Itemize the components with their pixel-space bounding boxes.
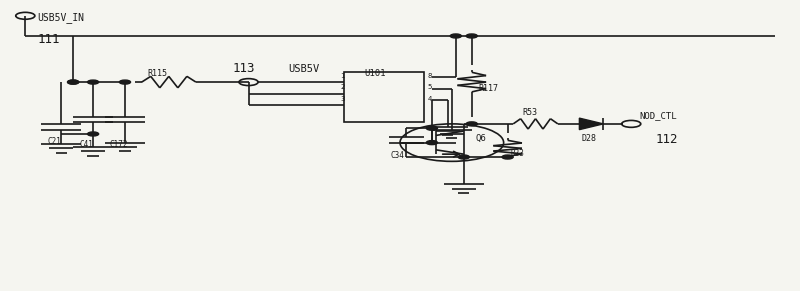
Circle shape	[466, 34, 478, 38]
Text: R115: R115	[147, 69, 167, 78]
Circle shape	[466, 122, 478, 126]
Text: NOD_CTL: NOD_CTL	[639, 111, 677, 120]
Text: 8: 8	[428, 73, 433, 79]
Text: C21: C21	[48, 137, 62, 146]
Text: U101: U101	[364, 69, 386, 78]
Text: C172: C172	[109, 140, 127, 149]
Circle shape	[87, 80, 98, 84]
Text: 112: 112	[655, 133, 678, 146]
Text: 2: 2	[340, 84, 345, 90]
Text: USB5V_IN: USB5V_IN	[38, 12, 84, 23]
Text: R117: R117	[478, 84, 498, 93]
Circle shape	[87, 132, 98, 136]
Circle shape	[67, 80, 78, 84]
Text: 3: 3	[340, 96, 345, 102]
Text: 111: 111	[38, 33, 60, 46]
Text: 4: 4	[428, 96, 432, 102]
Circle shape	[426, 141, 438, 145]
Text: R53: R53	[522, 108, 537, 117]
Text: 5: 5	[428, 84, 432, 90]
Circle shape	[458, 155, 470, 159]
Text: 1: 1	[340, 73, 345, 79]
Circle shape	[119, 80, 130, 84]
Text: R23: R23	[510, 149, 524, 158]
Text: 113: 113	[233, 62, 255, 75]
Circle shape	[502, 155, 514, 159]
Text: C41: C41	[79, 140, 94, 149]
Text: C34: C34	[390, 152, 404, 160]
Circle shape	[450, 34, 462, 38]
Text: USB5V: USB5V	[288, 64, 320, 74]
Circle shape	[426, 126, 438, 130]
Text: D28: D28	[582, 134, 597, 143]
Circle shape	[67, 80, 78, 84]
Polygon shape	[579, 118, 603, 130]
Text: Q6: Q6	[476, 134, 486, 143]
